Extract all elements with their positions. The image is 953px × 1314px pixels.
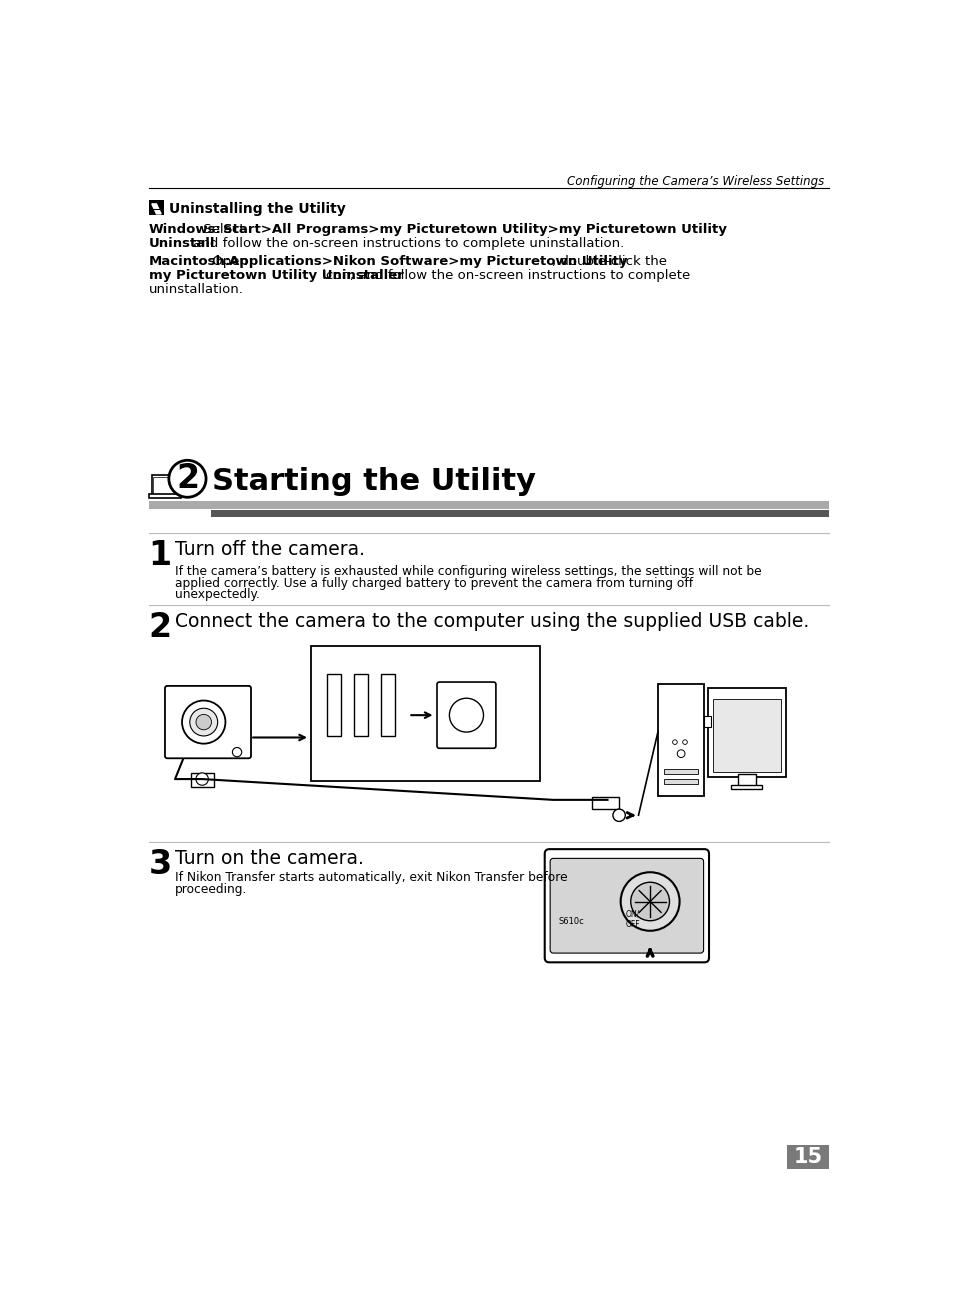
Circle shape [195, 715, 212, 729]
Bar [152, 474, 179, 495]
Text: uninstallation.: uninstallation. [149, 284, 243, 296]
Bar [191, 773, 213, 787]
Polygon shape [152, 204, 161, 214]
Bar [149, 501, 828, 509]
Circle shape [682, 740, 686, 745]
Bar [703, 716, 710, 727]
Circle shape [612, 809, 624, 821]
Text: ON/
OFF: ON/ OFF [625, 909, 639, 929]
Bar [663, 769, 698, 774]
Text: Connect the camera to the computer using the supplied USB cable.: Connect the camera to the computer using… [174, 612, 808, 631]
Bar [381, 674, 395, 736]
Circle shape [190, 708, 217, 736]
Text: S610c: S610c [558, 917, 584, 926]
Text: Start>All Programs>my Picturetown Utility>my Picturetown Utility: Start>All Programs>my Picturetown Utilit… [223, 223, 726, 237]
FancyBboxPatch shape [550, 858, 703, 953]
Bar [658, 685, 703, 796]
Text: , double-click the: , double-click the [551, 255, 666, 268]
Text: Starting the Utility: Starting the Utility [212, 468, 536, 497]
Text: Uninstalling the Utility: Uninstalling the Utility [169, 201, 345, 215]
Text: 15: 15 [793, 1147, 821, 1167]
Text: icon, and follow the on-screen instructions to complete: icon, and follow the on-screen instructi… [317, 269, 689, 283]
Bar [785, 1144, 828, 1169]
Circle shape [233, 748, 241, 757]
Circle shape [449, 698, 483, 732]
Text: If the camera’s battery is exhausted while configuring wireless settings, the se: If the camera’s battery is exhausted whi… [174, 565, 760, 578]
Text: 2: 2 [175, 463, 199, 495]
Text: and follow the on-screen instructions to complete uninstallation.: and follow the on-screen instructions to… [189, 237, 623, 250]
Text: Windows:: Windows: [149, 223, 221, 237]
Bar [712, 699, 781, 773]
Text: 2: 2 [149, 611, 172, 644]
Circle shape [169, 460, 206, 497]
Circle shape [195, 773, 208, 786]
Text: Macintosh:: Macintosh: [149, 255, 231, 268]
Text: my Picturetown Utility Uninstaller: my Picturetown Utility Uninstaller [149, 269, 403, 283]
Bar [731, 786, 761, 790]
Text: Configuring the Camera’s Wireless Settings: Configuring the Camera’s Wireless Settin… [567, 175, 823, 188]
Text: Turn on the camera.: Turn on the camera. [174, 849, 363, 869]
Text: Applications>Nikon Software>my Picturetown Utility: Applications>Nikon Software>my Pictureto… [229, 255, 627, 268]
Bar [211, 510, 828, 516]
Text: applied correctly. Use a fully charged battery to prevent the camera from turnin: applied correctly. Use a fully charged b… [174, 577, 693, 590]
FancyBboxPatch shape [165, 686, 251, 758]
Circle shape [630, 882, 669, 921]
Bar [592, 796, 618, 809]
Bar [663, 779, 698, 784]
Bar [327, 674, 340, 736]
Circle shape [677, 750, 684, 757]
Bar [311, 646, 539, 781]
Text: Select: Select [199, 223, 249, 237]
Circle shape [672, 740, 677, 745]
Bar [150, 494, 181, 498]
Text: Turn off the camera.: Turn off the camera. [174, 540, 365, 558]
Text: Uninstall: Uninstall [149, 237, 215, 250]
Text: If Nikon Transfer starts automatically, exit Nikon Transfer before: If Nikon Transfer starts automatically, … [174, 871, 567, 884]
Circle shape [620, 872, 679, 930]
Circle shape [182, 700, 225, 744]
Bar [737, 774, 756, 788]
FancyBboxPatch shape [544, 849, 708, 962]
Bar [354, 674, 368, 736]
Bar [153, 477, 177, 494]
Bar [707, 689, 785, 777]
Text: unexpectedly.: unexpectedly. [174, 589, 259, 600]
Text: 1: 1 [149, 539, 172, 572]
Text: Open: Open [208, 255, 253, 268]
Text: proceeding.: proceeding. [174, 883, 247, 896]
FancyBboxPatch shape [436, 682, 496, 748]
Text: 3: 3 [149, 849, 172, 882]
Bar [149, 200, 164, 215]
